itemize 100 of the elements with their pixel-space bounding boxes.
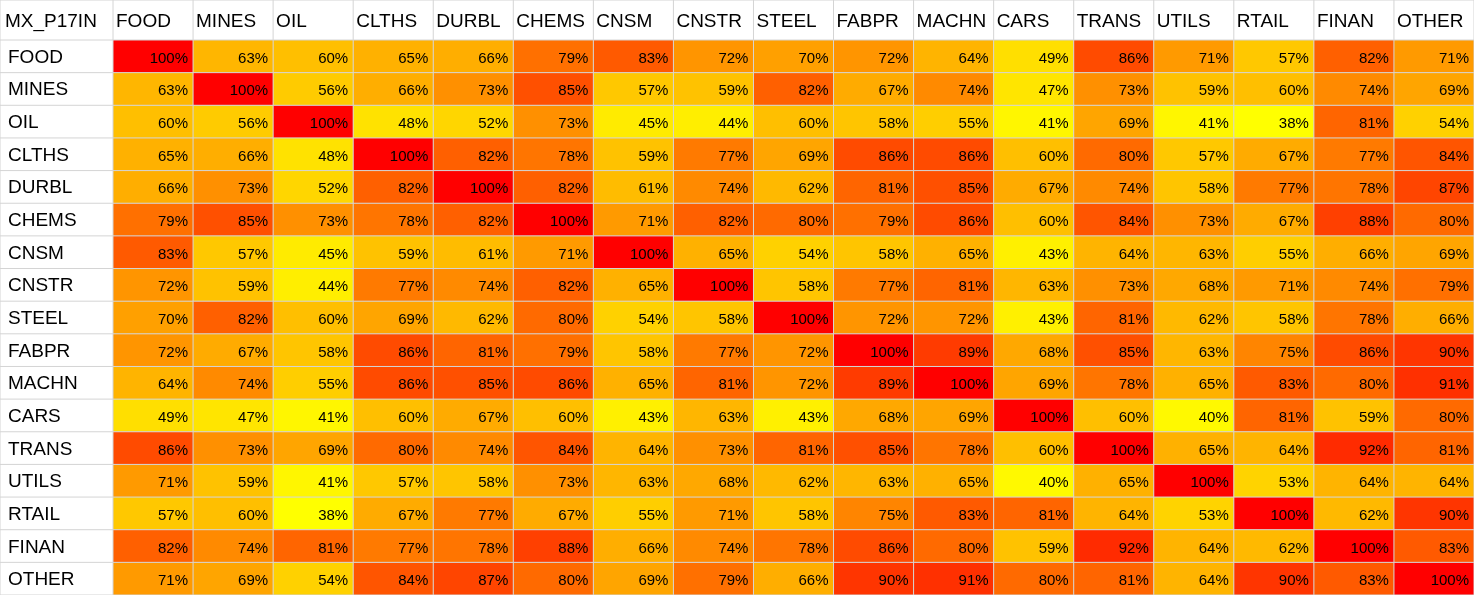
data-label: 69%: [638, 571, 669, 589]
data-label: 65%: [718, 244, 749, 262]
data-label: 54%: [1438, 114, 1469, 132]
data-label: 41%: [1198, 114, 1229, 132]
data-label: 100%: [1270, 505, 1309, 523]
data-label: 60%: [238, 505, 269, 523]
data-label: 68%: [878, 407, 909, 425]
data-label: 55%: [318, 375, 349, 393]
data-label: 41%: [318, 407, 349, 425]
data-label: 62%: [798, 179, 829, 197]
data-label: 79%: [878, 212, 909, 230]
data-label: 81%: [1358, 114, 1389, 132]
data-label: 85%: [958, 179, 989, 197]
data-label: 100%: [229, 81, 269, 99]
data-label: 81%: [718, 375, 749, 393]
data-label: 67%: [558, 505, 589, 523]
x-tick-label: RTAIL: [1236, 9, 1289, 31]
data-label: 44%: [318, 277, 349, 295]
data-label: 58%: [878, 114, 909, 132]
data-label: 47%: [1038, 81, 1069, 99]
data-label: 66%: [478, 48, 509, 66]
data-label: 81%: [798, 440, 829, 458]
data-label: 52%: [318, 179, 349, 197]
data-label: 69%: [958, 407, 989, 425]
data-label: 62%: [1358, 505, 1389, 523]
x-tick-label: FINAN: [1316, 9, 1374, 31]
data-label: 59%: [1198, 81, 1229, 99]
data-label: 100%: [1190, 473, 1229, 491]
data-label: 85%: [878, 440, 909, 458]
data-label: 58%: [878, 244, 909, 262]
data-label: 78%: [478, 538, 509, 556]
data-label: 66%: [638, 538, 669, 556]
data-label: 86%: [398, 342, 429, 360]
y-tick-label: FINAN: [8, 535, 65, 557]
data-label: 85%: [478, 375, 509, 393]
data-label: 57%: [158, 505, 189, 523]
data-label: 69%: [1038, 375, 1069, 393]
x-tick-label: CNSM: [596, 9, 653, 31]
x-tick-label: UTILS: [1156, 9, 1211, 31]
data-label: 100%: [549, 212, 589, 230]
data-label: 100%: [149, 48, 189, 66]
data-label: 45%: [638, 114, 669, 132]
data-label: 68%: [1198, 277, 1229, 295]
data-label: 69%: [318, 440, 349, 458]
data-label: 81%: [878, 179, 909, 197]
data-label: 64%: [1118, 505, 1149, 523]
data-label: 38%: [318, 505, 349, 523]
y-tick-label: DURBL: [8, 176, 73, 198]
data-label: 85%: [1118, 342, 1149, 360]
data-label: 84%: [1438, 146, 1469, 164]
data-label: 84%: [558, 440, 589, 458]
data-label: 88%: [558, 538, 589, 556]
data-label: 83%: [1278, 375, 1309, 393]
data-label: 61%: [638, 179, 669, 197]
data-label: 58%: [798, 277, 829, 295]
data-label: 43%: [1038, 310, 1069, 327]
data-label: 69%: [1438, 81, 1469, 99]
y-tick-label: STEEL: [8, 307, 69, 328]
data-label: 80%: [958, 538, 989, 556]
data-label: 53%: [1198, 505, 1229, 523]
data-label: 55%: [958, 114, 989, 132]
data-label: 67%: [1278, 146, 1309, 164]
data-label: 74%: [478, 440, 509, 458]
data-label: 40%: [1198, 407, 1229, 425]
data-label: 65%: [1198, 375, 1229, 393]
data-label: 63%: [718, 407, 749, 425]
data-label: 71%: [1198, 48, 1229, 66]
data-label: 89%: [958, 342, 989, 360]
x-tick-label: OTHER: [1396, 9, 1464, 31]
data-label: 61%: [478, 244, 509, 262]
data-label: 40%: [1038, 473, 1069, 491]
data-label: 72%: [958, 310, 989, 327]
data-label: 49%: [1038, 48, 1069, 66]
data-label: 92%: [1358, 440, 1389, 458]
data-label: 86%: [398, 375, 429, 393]
data-label: 67%: [238, 342, 269, 360]
data-label: 63%: [1038, 277, 1069, 295]
data-label: 62%: [798, 473, 829, 491]
data-label: 52%: [478, 114, 509, 132]
data-label: 78%: [1358, 310, 1389, 327]
data-label: 64%: [638, 440, 669, 458]
data-label: 38%: [1278, 114, 1309, 132]
data-label: 59%: [1358, 407, 1389, 425]
data-label: 67%: [1278, 212, 1309, 230]
y-tick-label: OIL: [8, 111, 39, 133]
data-label: 58%: [638, 342, 669, 360]
y-tick-label: UTILS: [8, 470, 62, 492]
data-label: 65%: [638, 375, 669, 393]
data-label: 91%: [1438, 375, 1469, 393]
data-label: 81%: [318, 538, 349, 556]
data-label: 62%: [1278, 538, 1309, 556]
data-label: 88%: [1358, 212, 1389, 230]
data-label: 81%: [1038, 505, 1069, 523]
data-label: 54%: [798, 244, 829, 262]
data-label: 83%: [1358, 571, 1389, 589]
data-label: 60%: [1038, 440, 1069, 458]
data-label: 77%: [1358, 146, 1389, 164]
data-label: 73%: [1198, 212, 1229, 230]
data-label: 83%: [158, 244, 189, 262]
data-label: 60%: [1038, 212, 1069, 230]
